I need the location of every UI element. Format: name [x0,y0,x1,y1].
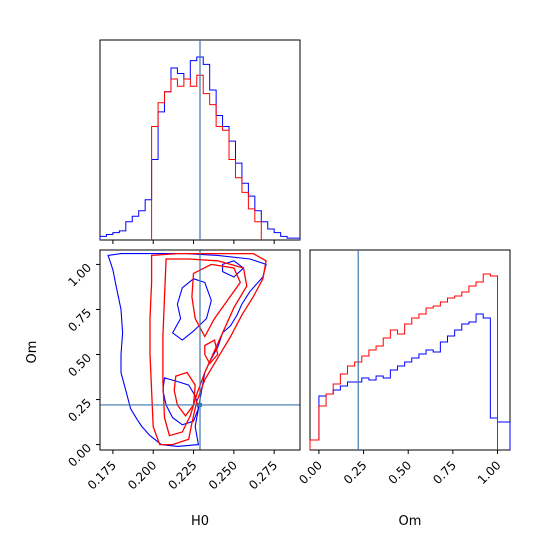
om-histogram-panel: 0.00 0.25 0.50 0.75 1.00 [296,249,511,487]
joint-frame [99,249,301,451]
joint-truth-marker [198,402,202,407]
om-axis-label-bottom: Om [399,514,422,529]
joint-ytick-label-3: 0.75 [65,306,94,335]
om-hist-xtick-label-4: 1.00 [475,458,504,487]
joint-xtick-label-4: 0.275 [246,458,280,492]
om-hist-xtick-label-1: 0.25 [341,458,370,487]
contour-5 [162,258,248,437]
contour-6 [191,263,242,338]
joint-ytick-label-2: 0.50 [65,351,94,380]
om-hist-xtick-label-3: 0.75 [430,458,459,487]
h0-hist-series-0 [99,56,301,240]
contour-layer [107,252,267,447]
h0-axis-label: H0 [191,514,209,529]
joint-contour-panel: 0.175 0.200 0.225 0.250 0.275 0.00 0.25 0.50 0.7… [65,249,301,492]
contour-1 [162,377,199,426]
joint-ytick-label-1: 0.25 [65,396,94,425]
contour-4 [149,252,267,446]
joint-xtick-label-0: 0.175 [85,458,119,492]
contour-3 [222,260,245,278]
contour-2 [171,278,212,341]
joint-xtick-label-3: 0.250 [206,458,240,492]
joint-xtick-label-2: 0.225 [165,458,199,492]
om-hist-xtick-label-2: 0.50 [386,458,415,487]
contour-7 [173,371,196,417]
contour-8 [204,339,219,365]
om-hist-xtick-label-0: 0.00 [296,458,325,487]
om-hist-series-1 [309,273,498,450]
om-axis-label-left: Om [25,341,40,364]
joint-xtick-label-1: 0.200 [125,458,159,492]
om-hist-frame [309,249,511,451]
om-hist-series-0 [309,313,511,450]
joint-ytick-label-4: 1.00 [65,261,94,290]
h0-histogram-panel [99,39,301,244]
contour-0 [107,253,267,447]
h0-hist-series-1 [151,74,262,240]
joint-ytick-label-0: 0.00 [65,441,94,470]
